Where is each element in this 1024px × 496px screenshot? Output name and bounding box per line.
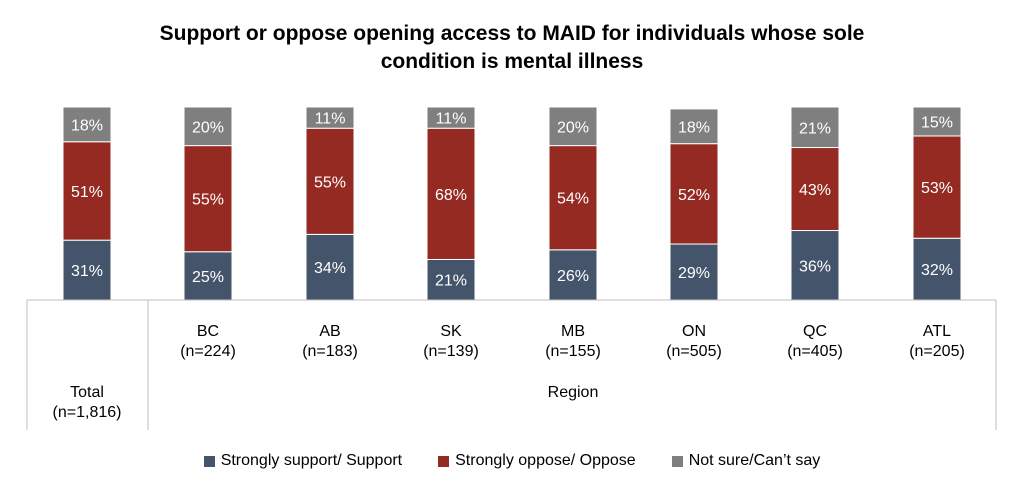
category-label-mb: MB (n=155) (518, 322, 628, 362)
bar-support-atl (912, 237, 962, 301)
category-name: BC (196, 323, 220, 340)
data-label-support-mb: 26% (557, 268, 589, 285)
category-label-on: ON (n=505) (639, 322, 749, 362)
bar-oppose-on (669, 143, 719, 245)
bar-support-qc (790, 230, 840, 301)
category-label-ab: AB (n=183) (275, 322, 385, 362)
category-sample-size: (n=139) (423, 343, 479, 360)
legend-swatch (671, 455, 683, 467)
data-label-support-atl: 32% (921, 262, 953, 279)
data-label-notsure-qc: 21% (799, 120, 831, 137)
category-sample-size: (n=183) (302, 343, 358, 360)
region-group-label: Region (547, 384, 599, 401)
data-label-notsure-atl: 15% (921, 114, 953, 131)
category-sample-size: (n=205) (909, 343, 965, 360)
legend-item-support: Strongly support/ Support (203, 452, 403, 470)
category-sample-size: (n=505) (666, 343, 722, 360)
data-label-oppose-sk: 68% (435, 187, 467, 204)
category-label-sk: SK (n=139) (396, 322, 506, 362)
bar-notsure-qc (790, 106, 840, 149)
category-sample-size: (n=224) (180, 343, 236, 360)
bar-oppose-qc (790, 147, 840, 232)
data-label-oppose-bc: 55% (192, 192, 224, 209)
bar-notsure-bc (183, 106, 233, 147)
category-name: SK (440, 323, 462, 340)
category-label-qc: QC (n=405) (760, 322, 870, 362)
bar-oppose-mb (548, 145, 598, 251)
bar-notsure-atl (912, 106, 962, 137)
data-label-notsure-bc: 20% (192, 119, 224, 136)
chart-title-line-1: Support or oppose opening access to MAID… (159, 22, 865, 45)
bar-notsure-sk (426, 106, 476, 129)
bar-notsure-total (62, 106, 112, 143)
data-label-oppose-atl: 53% (921, 180, 953, 197)
category-label-total: Total (n=1,816) (32, 383, 142, 423)
data-label-notsure-on: 18% (678, 119, 710, 136)
bar-oppose-atl (912, 135, 962, 239)
data-label-notsure-ab: 11% (315, 111, 346, 128)
bar-support-total (62, 239, 112, 301)
bar-notsure-on (669, 108, 719, 145)
data-label-support-ab: 34% (314, 260, 346, 277)
data-label-oppose-mb: 54% (557, 191, 589, 208)
category-name: AB (319, 323, 341, 340)
legend-label: Strongly oppose/ Oppose (455, 452, 636, 469)
data-label-oppose-total: 51% (71, 184, 103, 201)
legend-label: Not sure/Can’t say (688, 452, 821, 469)
legend: Strongly support/ Support Strongly oppose… (0, 452, 1024, 470)
bar-support-mb (548, 249, 598, 301)
data-label-support-sk: 21% (435, 273, 467, 290)
data-label-support-bc: 25% (192, 269, 224, 286)
data-label-notsure-total: 18% (71, 117, 103, 134)
data-label-oppose-qc: 43% (799, 182, 831, 199)
data-label-oppose-on: 52% (678, 187, 710, 204)
legend-item-oppose: Strongly oppose/ Oppose (438, 452, 636, 470)
data-label-oppose-ab: 55% (314, 174, 346, 191)
data-label-notsure-mb: 20% (557, 119, 589, 136)
legend-label: Strongly support/ Support (220, 452, 403, 469)
bar-oppose-sk (426, 127, 476, 260)
category-label-bc: BC (n=224) (153, 322, 263, 362)
bar-support-on (669, 243, 719, 301)
category-name: ATL (922, 323, 952, 340)
data-label-support-qc: 36% (799, 258, 831, 275)
legend-item-notsure: Not sure/Can’t say (671, 452, 821, 470)
category-label-atl: ATL (n=205) (882, 322, 992, 362)
category-name: MB (561, 323, 585, 340)
category-name: QC (803, 323, 827, 340)
category-name: ON (682, 323, 706, 340)
data-label-support-total: 31% (71, 263, 103, 280)
data-label-support-on: 29% (678, 265, 710, 282)
category-sample-size: (n=155) (545, 343, 601, 360)
data-label-notsure-sk: 11% (436, 111, 467, 128)
legend-swatch (203, 455, 215, 467)
category-sample-size: (n=405) (787, 343, 843, 360)
legend-swatch (438, 455, 450, 467)
bar-oppose-ab (305, 127, 355, 235)
chart-title: Support or oppose opening access to MAID… (0, 20, 1024, 76)
category-name: Total (70, 384, 104, 401)
category-sample-size: (n=1,816) (52, 404, 122, 421)
bar-notsure-mb (548, 106, 598, 147)
bar-notsure-ab (305, 106, 355, 129)
bar-oppose-total (62, 141, 112, 241)
chart-title-line-2: condition is mental illness (380, 50, 644, 73)
